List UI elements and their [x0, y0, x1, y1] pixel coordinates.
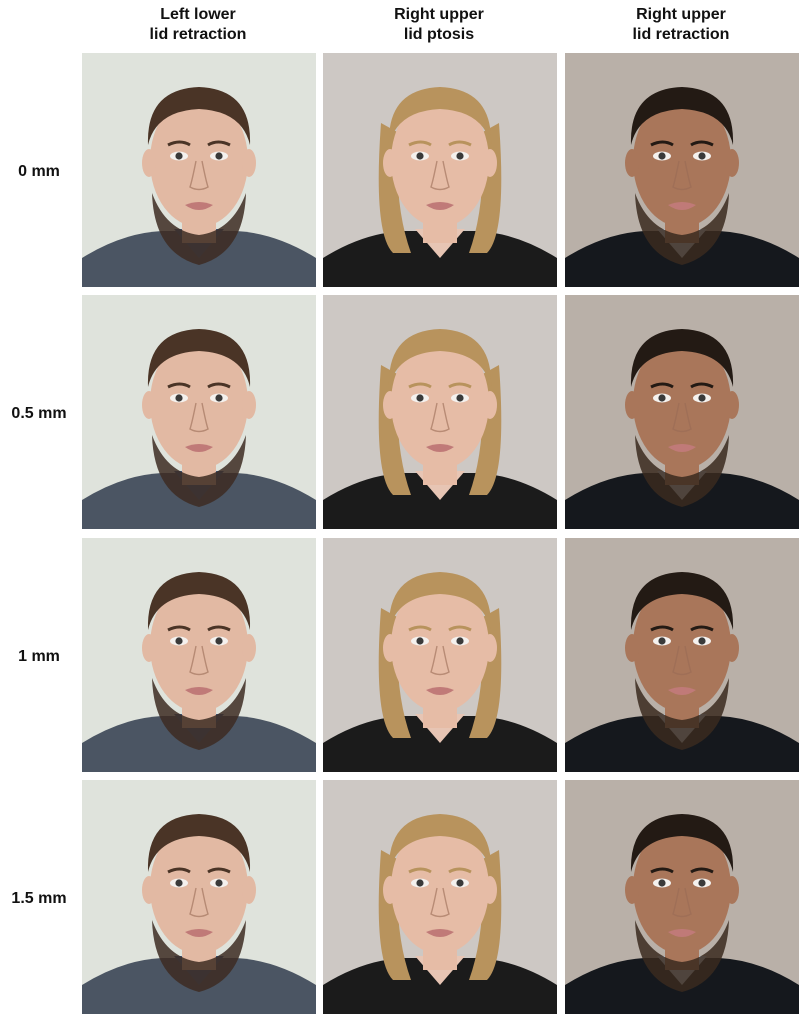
column-header-right-upper-lid-ptosis: Right upper lid ptosis [394, 6, 484, 43]
row-label-1mm: 1 mm [18, 648, 60, 665]
row-label-1-5mm: 1.5 mm [11, 890, 67, 907]
face-photo-subject-a-1-5mm [82, 780, 316, 1014]
face-photo-subject-c-0mm [565, 53, 799, 287]
row-label-0mm: 0 mm [18, 163, 60, 180]
row-label-0-5mm: 0.5 mm [11, 405, 67, 422]
face-photo-subject-b-1mm [323, 538, 557, 772]
face-photo-subject-b-0-5mm [323, 295, 557, 529]
face-photo-subject-b-1-5mm [323, 780, 557, 1014]
face-photo-subject-a-0mm [82, 53, 316, 287]
column-header-left-lower-lid-retraction: Left lower lid retraction [149, 6, 247, 43]
column-header-right-upper-lid-retraction: Right upper lid retraction [632, 6, 730, 43]
face-photo-subject-c-0-5mm [565, 295, 799, 529]
face-photo-subject-a-0-5mm [82, 295, 316, 529]
face-photo-subject-c-1mm [565, 538, 799, 772]
face-photo-subject-b-0mm [323, 53, 557, 287]
face-photo-subject-a-1mm [82, 538, 316, 772]
face-photo-subject-c-1-5mm [565, 780, 799, 1014]
